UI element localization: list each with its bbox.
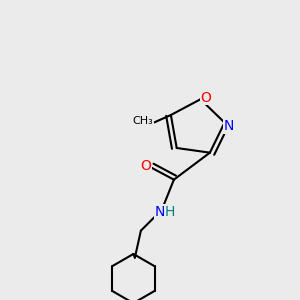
Text: H: H xyxy=(165,205,175,219)
Text: N: N xyxy=(224,119,234,133)
Text: O: O xyxy=(140,159,152,173)
Text: CH₃: CH₃ xyxy=(133,116,154,127)
Text: N: N xyxy=(154,205,165,219)
Text: O: O xyxy=(200,91,211,105)
